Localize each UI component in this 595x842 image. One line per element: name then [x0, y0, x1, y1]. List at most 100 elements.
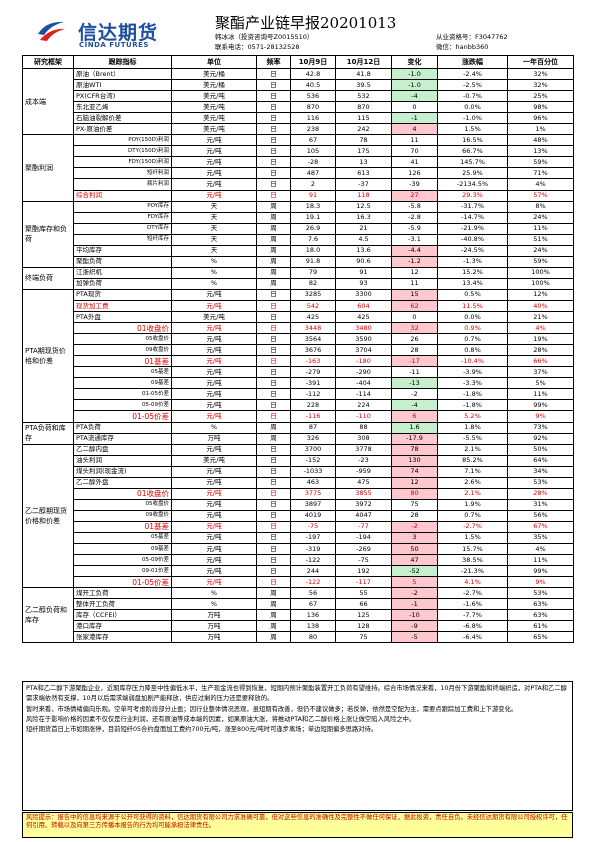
frequency-cell: 周 — [256, 222, 291, 235]
frequency-cell: 日 — [256, 123, 291, 136]
table-row: PTA流通库存 万吨周 326 308 -17.9 -5.5% 92% — [23, 432, 574, 445]
frequency-cell: 日 — [256, 509, 291, 522]
frequency-cell: 日 — [256, 388, 291, 401]
value-oct9-cell: 18.0 — [290, 244, 336, 257]
indicator-cell: 09基差 — [73, 377, 172, 390]
wechat-id: 微信：hanbb360 — [436, 43, 489, 51]
percentile-cell: 73% — [507, 421, 574, 434]
value-oct12-cell: 308 — [335, 432, 392, 445]
unit-cell: 元/吨 — [171, 410, 257, 423]
value-oct9-cell: 3775 — [290, 487, 336, 500]
value-oct12-cell: 41.8 — [335, 67, 392, 81]
value-oct12-cell: 4047 — [335, 509, 392, 522]
table-row: 05基差 元/吨日 -197 -194 3 1.5% 35% — [23, 531, 574, 545]
unit-cell: 元/吨 — [171, 487, 257, 500]
value-oct9-cell: 87 — [290, 421, 336, 434]
change-cell: -5 — [391, 631, 438, 644]
value-oct9-cell: 91 — [290, 189, 336, 202]
value-oct12-cell: 870 — [335, 101, 392, 114]
indicator-cell: 09收盘价 — [73, 509, 172, 522]
frequency-cell: 日 — [256, 112, 291, 125]
table-row: 终端负荷 江浙织机% 周 79 91 12 15.2% 100% — [22, 266, 574, 290]
col-header: 研究框架 — [22, 55, 74, 69]
logo-text-cn: 信达期货 — [78, 22, 159, 44]
change-pct-cell: -10.4% — [437, 355, 508, 368]
change-pct-cell: -2.7% — [437, 587, 508, 600]
table-row: 平均库存天周 18.0 13.6 -4.4 -24.5% 24% — [23, 244, 574, 257]
table-row: 01基差 元/吨日 -163 -180 -17 -10.4% 66% — [23, 355, 574, 368]
unit-cell: 元/吨 — [171, 156, 257, 169]
indicator-cell: PX-原油价差 — [73, 123, 172, 136]
frequency-cell: 周 — [256, 233, 291, 246]
frequency-cell: 日 — [256, 311, 291, 324]
value-oct9-cell: -122 — [290, 554, 336, 567]
analyst-phone: 联系电话：0571-28132528 — [215, 43, 300, 51]
percentile-cell: 19% — [507, 333, 574, 346]
change-pct-cell: 15.7% — [437, 543, 508, 556]
percentile-cell: 71% — [507, 167, 574, 180]
col-header: 跟踪指标 — [73, 55, 172, 69]
unit-cell: % — [171, 266, 257, 279]
table-row: 库存（CCFEI） 万吨周 136 125 -10 -7.7% 63% — [23, 609, 574, 622]
change-pct-cell: -5.5% — [437, 432, 508, 445]
percentile-cell: 28% — [507, 487, 574, 500]
value-oct9-cell: 3448 — [290, 322, 336, 335]
indicator-cell: 01收盘价 — [73, 322, 172, 335]
change-pct-cell: 11.5% — [437, 299, 508, 313]
change-cell: -2 — [391, 520, 438, 533]
unit-cell: 元/吨 — [171, 531, 257, 545]
indicator-cell: DTY(150D)利润 — [73, 145, 172, 158]
change-pct-cell: -2.5% — [437, 79, 508, 92]
table-row: 加弹负荷% 周 82 93 11 13.4% 100% — [23, 277, 574, 290]
value-oct9-cell: 3285 — [290, 288, 336, 301]
report-title: 聚酯产业链早报20201013 — [215, 14, 397, 32]
frequency-cell: 日 — [256, 67, 291, 81]
col-header: 频率 — [256, 55, 291, 69]
unit-cell: 元/吨 — [171, 178, 257, 191]
value-oct12-cell: 91 — [335, 266, 392, 279]
value-oct9-cell: -163 — [290, 355, 336, 368]
value-oct9-cell: -391 — [290, 377, 336, 390]
change-pct-cell: -6.4% — [437, 631, 508, 644]
table-row: PTA负荷和库存 PTA负荷% 周 87 88 1.6 1.8% 73% — [22, 421, 574, 445]
table-row: PX-原油价差 美元/吨日 238 242 4 1.5% 1% — [23, 123, 574, 136]
unit-cell: % — [171, 598, 257, 611]
table-row: 05收盘价 元/吨日 3564 3590 26 0.7% 19% — [23, 333, 574, 346]
frequency-cell: 周 — [256, 609, 291, 622]
change-cell: 28 — [391, 509, 438, 522]
percentile-cell: 63% — [507, 598, 574, 611]
percentile-cell: 9% — [507, 576, 574, 589]
unit-cell: 元/吨 — [171, 498, 257, 511]
percentile-cell: 92% — [507, 432, 574, 445]
change-pct-cell: -2.4% — [437, 67, 508, 81]
frequency-cell: 日 — [256, 322, 291, 335]
col-header: 10月12日 — [335, 55, 392, 69]
unit-cell: 元/吨 — [171, 565, 257, 578]
value-oct12-cell: 3300 — [335, 288, 392, 301]
value-oct12-cell: 3972 — [335, 498, 392, 511]
frequency-cell: 日 — [256, 465, 291, 478]
change-cell: -13 — [391, 377, 438, 390]
unit-cell: 元/吨 — [171, 355, 257, 368]
unit-cell: 元/吨 — [171, 576, 257, 589]
frequency-cell: 日 — [256, 399, 291, 412]
value-oct9-cell: 463 — [290, 476, 336, 489]
value-oct12-cell: 175 — [335, 145, 392, 158]
value-oct9-cell: 542 — [290, 299, 336, 313]
value-oct9-cell: -152 — [290, 454, 336, 467]
table-row: 聚酯负荷% 周 91.8 90.6 -1.2 -1.3% 59% — [23, 255, 574, 268]
value-oct12-cell: -77 — [335, 520, 392, 533]
table-row: 01收盘价 元/吨日 3775 3855 80 2.1% 28% — [23, 487, 574, 500]
unit-cell: 美元/吨 — [171, 454, 257, 467]
percentile-cell: 11% — [507, 222, 574, 235]
value-oct12-cell: 55 — [335, 587, 392, 600]
table-row: FDY库存天周 19.1 16.3 -2.8 -14.7% 24% — [23, 211, 574, 224]
value-oct12-cell: 604 — [335, 299, 392, 313]
table-row: 01收盘价 元/吨日 3448 3480 32 0.9% 4% — [23, 322, 574, 335]
report-header: 信达期货 CINDA FUTURES 聚酯产业链早报20201013 韩冰冰（投… — [22, 10, 573, 54]
value-oct9-cell: 425 — [290, 311, 336, 324]
change-pct-cell: 38.5% — [437, 554, 508, 567]
frequency-cell: 周 — [256, 200, 291, 213]
frequency-cell: 日 — [256, 333, 291, 346]
value-oct9-cell: 228 — [290, 399, 336, 412]
